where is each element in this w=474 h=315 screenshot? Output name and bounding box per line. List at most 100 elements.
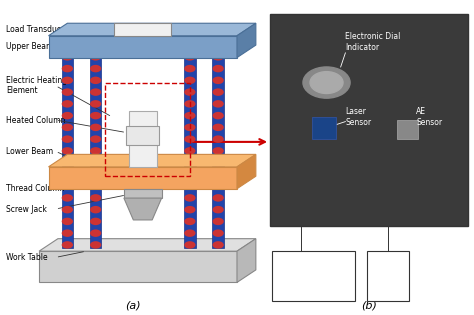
Bar bbox=[397, 120, 419, 139]
Circle shape bbox=[62, 159, 73, 166]
Polygon shape bbox=[237, 239, 256, 282]
Circle shape bbox=[90, 100, 101, 108]
Circle shape bbox=[90, 159, 101, 166]
Circle shape bbox=[62, 112, 73, 119]
Bar bbox=[128, 111, 157, 167]
Circle shape bbox=[184, 194, 196, 202]
Bar bbox=[270, 14, 468, 226]
Circle shape bbox=[212, 194, 224, 202]
Circle shape bbox=[90, 147, 101, 155]
Circle shape bbox=[90, 89, 101, 96]
Circle shape bbox=[184, 135, 196, 143]
Circle shape bbox=[62, 147, 73, 155]
Bar bbox=[39, 251, 237, 282]
Text: AE
Sensor: AE Sensor bbox=[416, 107, 442, 127]
Bar bbox=[184, 36, 196, 248]
Text: Work Table: Work Table bbox=[6, 253, 48, 262]
Text: Static-dynamic
Acquisition
System: Static-dynamic Acquisition System bbox=[285, 261, 342, 291]
Circle shape bbox=[62, 182, 73, 190]
Circle shape bbox=[62, 171, 73, 178]
Bar bbox=[48, 36, 237, 58]
Text: Upper Beam: Upper Beam bbox=[6, 42, 54, 51]
Bar bbox=[126, 126, 159, 145]
Circle shape bbox=[184, 77, 196, 84]
Bar bbox=[90, 36, 101, 248]
Text: Screw Jack: Screw Jack bbox=[6, 204, 47, 214]
Circle shape bbox=[90, 77, 101, 84]
Circle shape bbox=[184, 41, 196, 49]
Circle shape bbox=[90, 65, 101, 72]
Circle shape bbox=[184, 229, 196, 237]
Circle shape bbox=[212, 159, 224, 166]
Circle shape bbox=[184, 65, 196, 72]
Circle shape bbox=[212, 182, 224, 190]
Circle shape bbox=[212, 218, 224, 225]
Text: Laser
Sensor: Laser Sensor bbox=[346, 107, 372, 127]
Bar bbox=[212, 36, 224, 248]
Bar bbox=[312, 117, 336, 139]
Circle shape bbox=[184, 182, 196, 190]
Circle shape bbox=[62, 123, 73, 131]
Circle shape bbox=[62, 218, 73, 225]
Circle shape bbox=[62, 53, 73, 60]
Bar bbox=[48, 167, 237, 189]
Circle shape bbox=[62, 77, 73, 84]
Circle shape bbox=[90, 53, 101, 60]
Bar bbox=[62, 36, 73, 248]
Circle shape bbox=[212, 241, 224, 249]
Circle shape bbox=[90, 135, 101, 143]
Circle shape bbox=[184, 100, 196, 108]
Circle shape bbox=[212, 147, 224, 155]
Bar bbox=[273, 251, 355, 301]
Circle shape bbox=[303, 67, 350, 98]
Text: Electronic Dial
Indicator: Electronic Dial Indicator bbox=[346, 32, 401, 52]
Circle shape bbox=[212, 206, 224, 213]
Circle shape bbox=[212, 229, 224, 237]
Circle shape bbox=[212, 77, 224, 84]
Circle shape bbox=[212, 65, 224, 72]
Circle shape bbox=[212, 112, 224, 119]
Circle shape bbox=[310, 72, 343, 94]
Circle shape bbox=[212, 123, 224, 131]
Circle shape bbox=[212, 171, 224, 178]
Circle shape bbox=[90, 229, 101, 237]
Polygon shape bbox=[237, 154, 256, 189]
Circle shape bbox=[212, 100, 224, 108]
Circle shape bbox=[90, 112, 101, 119]
Circle shape bbox=[212, 53, 224, 60]
Bar bbox=[105, 83, 190, 176]
Text: Load Transducer: Load Transducer bbox=[6, 25, 69, 34]
Bar bbox=[115, 23, 171, 36]
Polygon shape bbox=[48, 154, 256, 167]
Circle shape bbox=[212, 41, 224, 49]
Polygon shape bbox=[237, 23, 256, 58]
Circle shape bbox=[184, 112, 196, 119]
Circle shape bbox=[62, 194, 73, 202]
Circle shape bbox=[62, 206, 73, 213]
Text: Heated Column: Heated Column bbox=[6, 116, 65, 124]
Circle shape bbox=[62, 135, 73, 143]
Polygon shape bbox=[48, 23, 256, 36]
Circle shape bbox=[184, 241, 196, 249]
Circle shape bbox=[184, 123, 196, 131]
Circle shape bbox=[62, 229, 73, 237]
Circle shape bbox=[90, 194, 101, 202]
Text: AE
System: AE System bbox=[374, 266, 402, 286]
Circle shape bbox=[184, 147, 196, 155]
Polygon shape bbox=[124, 189, 162, 198]
Circle shape bbox=[62, 65, 73, 72]
Text: Electric Heating
Element: Electric Heating Element bbox=[6, 76, 67, 95]
Circle shape bbox=[90, 123, 101, 131]
Circle shape bbox=[184, 89, 196, 96]
Circle shape bbox=[62, 100, 73, 108]
Circle shape bbox=[62, 241, 73, 249]
Circle shape bbox=[184, 171, 196, 178]
Circle shape bbox=[212, 89, 224, 96]
Bar bbox=[366, 251, 409, 301]
Circle shape bbox=[184, 53, 196, 60]
Circle shape bbox=[90, 241, 101, 249]
Circle shape bbox=[90, 182, 101, 190]
Circle shape bbox=[184, 218, 196, 225]
Circle shape bbox=[90, 206, 101, 213]
Text: Thread Column: Thread Column bbox=[6, 184, 64, 193]
